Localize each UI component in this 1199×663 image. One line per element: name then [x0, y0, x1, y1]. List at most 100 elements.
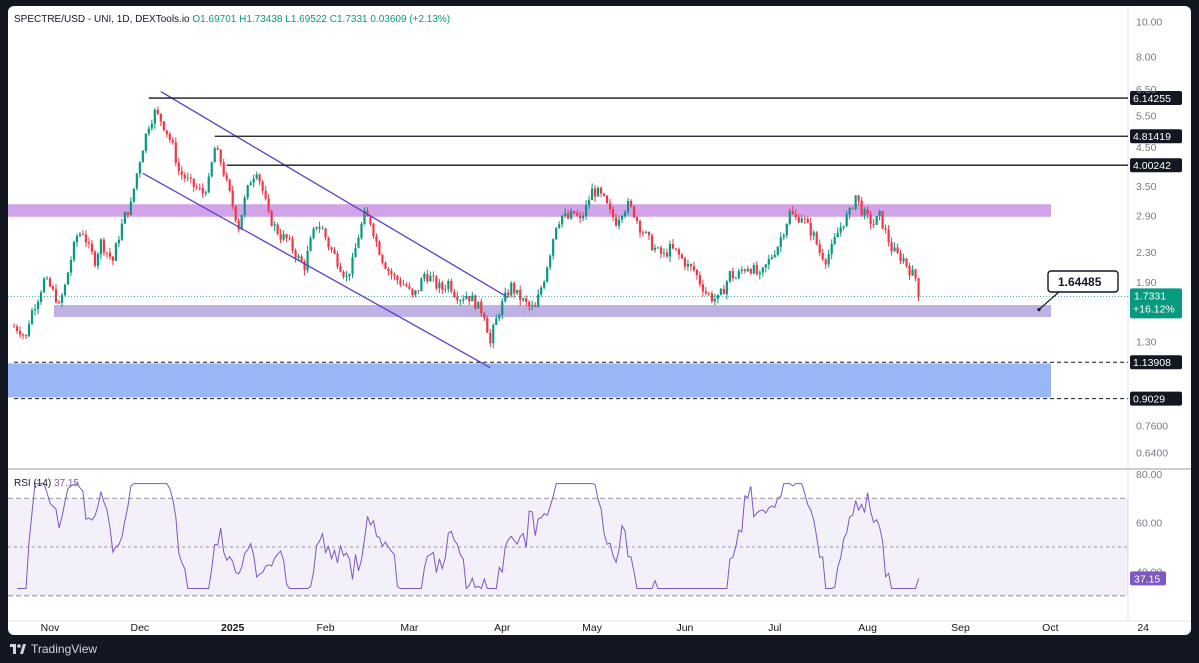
- tradingview-logo[interactable]: TradingView: [10, 642, 97, 656]
- zone-support: [54, 305, 1051, 317]
- candle-body: [27, 324, 31, 337]
- candle-body: [914, 269, 917, 279]
- candle-body: [483, 313, 486, 319]
- candle-body: [63, 284, 67, 296]
- rsi-value-label: 37.15: [1134, 573, 1160, 585]
- candle-body: [285, 234, 288, 239]
- candle-body: [204, 192, 207, 194]
- candle-body: [405, 284, 408, 287]
- candle-body: [198, 187, 201, 189]
- candle-body: [872, 223, 875, 225]
- candle-body: [183, 174, 186, 179]
- price-tick-label: 5.50: [1136, 110, 1157, 122]
- candle-body: [114, 243, 117, 261]
- candle-body: [249, 182, 252, 186]
- candle-body: [776, 247, 779, 255]
- brand-name: TradingView: [31, 642, 98, 656]
- candle-body: [788, 211, 791, 224]
- candle-body: [869, 214, 872, 224]
- candle-body: [486, 318, 489, 333]
- candle-body: [15, 326, 19, 332]
- candle-body: [728, 271, 731, 282]
- level-label-box: [1130, 91, 1182, 106]
- candle-body: [899, 252, 902, 262]
- candle-body: [456, 296, 459, 301]
- candle-body: [887, 229, 890, 243]
- candle-body: [827, 253, 830, 265]
- candle-body: [141, 150, 144, 163]
- candle-body: [384, 262, 387, 269]
- candle-body: [761, 267, 764, 273]
- candle-body: [411, 288, 414, 296]
- candle-body: [111, 256, 114, 261]
- tradingview-icon: [10, 644, 26, 654]
- last-price-box: [1130, 288, 1182, 319]
- candle-body: [294, 250, 297, 258]
- footer-bar: TradingView: [0, 635, 1199, 663]
- candle-body: [824, 259, 827, 265]
- candle-body: [737, 271, 740, 279]
- candle-body: [785, 223, 788, 236]
- candle-body: [782, 235, 785, 238]
- level-label: 4.00242: [1133, 160, 1171, 172]
- candle-body: [417, 290, 420, 292]
- zone-demand: [8, 363, 1051, 398]
- candle-body: [288, 238, 291, 239]
- candle-body: [680, 254, 684, 259]
- candle-body: [683, 258, 687, 267]
- price-tick-label: 0.6400: [1136, 448, 1168, 460]
- candle-body: [794, 214, 797, 218]
- candle-body: [120, 223, 123, 240]
- candle-body: [195, 186, 198, 188]
- candle-body: [501, 301, 504, 316]
- candle-body: [213, 148, 216, 163]
- time-tick-label: Oct: [1042, 622, 1058, 634]
- candle-body: [585, 205, 588, 216]
- candle-body: [692, 266, 696, 271]
- candle-body: [306, 250, 309, 271]
- candle-body: [558, 224, 561, 228]
- candle-body: [716, 294, 719, 299]
- price-tick-label: 0.7600: [1136, 421, 1168, 433]
- candle-body: [300, 256, 303, 262]
- candle-body: [84, 234, 88, 243]
- time-tick-label: Jun: [676, 622, 693, 634]
- candle-body: [375, 236, 378, 242]
- candle-body: [647, 231, 651, 236]
- candle-body: [707, 293, 710, 295]
- rsi-value: 37.15: [54, 478, 80, 489]
- zone-resistance: [8, 204, 1051, 217]
- candle-body: [303, 261, 306, 271]
- rsi-value-box: [1130, 571, 1166, 586]
- candle-body: [48, 278, 52, 287]
- candle-body: [99, 239, 103, 255]
- ohlc-low: L1.69522: [285, 14, 327, 25]
- candle-body: [432, 275, 435, 277]
- price-chart[interactable]: 6.14255 4.81419 4.00242 1.13908 0.9029 1.7331…: [8, 6, 1191, 635]
- candle-body: [510, 282, 513, 296]
- price-tick-label: 1.30: [1136, 336, 1157, 348]
- candle-body: [423, 273, 426, 279]
- candle-body: [519, 290, 522, 301]
- candle-body: [216, 148, 219, 150]
- candle-body: [635, 217, 639, 221]
- candle-body: [129, 201, 132, 216]
- candle-body: [614, 217, 618, 226]
- candle-body: [270, 210, 273, 226]
- candle-body: [147, 128, 150, 134]
- candle-body: [917, 278, 920, 297]
- candle-body: [351, 257, 354, 274]
- candle-body: [884, 228, 887, 230]
- annotation-anchor: [1037, 307, 1041, 312]
- candle-body: [570, 211, 573, 219]
- candle-body: [522, 298, 525, 301]
- candle-body: [126, 212, 129, 216]
- candle-body: [537, 294, 540, 307]
- candle-body: [171, 139, 174, 143]
- candle-body: [722, 288, 725, 295]
- candle-body: [180, 171, 183, 175]
- time-tick-label: Aug: [858, 622, 877, 634]
- candle-body: [330, 247, 333, 250]
- candle-body: [381, 254, 384, 263]
- candle-body: [117, 239, 120, 244]
